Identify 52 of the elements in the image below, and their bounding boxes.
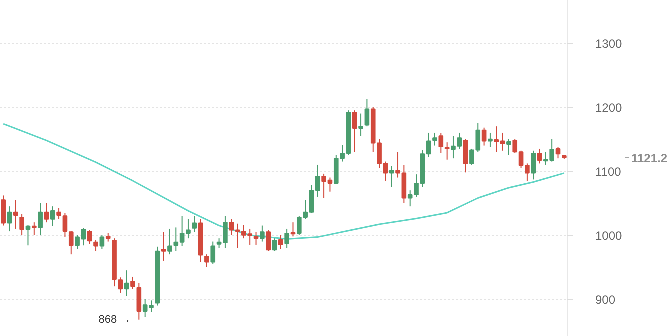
candlestick (7, 206, 12, 232)
candlestick (124, 270, 130, 297)
candlestick (192, 216, 198, 233)
candlestick (482, 127, 487, 146)
candlestick (56, 208, 62, 220)
candlestick (44, 202, 50, 224)
candlestick (87, 230, 92, 245)
candlestick (266, 230, 272, 252)
candlestick (26, 224, 31, 246)
candlestick (13, 200, 18, 230)
candlestick (389, 166, 394, 188)
candlestick (531, 150, 536, 180)
candlestick (1, 195, 6, 226)
candlestick (118, 277, 124, 294)
candlestick (463, 138, 468, 174)
candlestick (38, 202, 43, 236)
candlestick (537, 148, 542, 164)
candlestick (432, 132, 438, 146)
candlestick (364, 98, 370, 128)
candlestick (278, 234, 284, 250)
y-tick-label: 900 (596, 292, 616, 307)
candlestick (204, 254, 210, 268)
candlestick (50, 206, 56, 227)
candlestick (161, 232, 166, 262)
candlestick (32, 222, 37, 236)
candlestick (438, 132, 444, 154)
candlestick (210, 241, 216, 265)
y-tick-label: 1000 (596, 228, 623, 243)
candlestick (62, 212, 68, 238)
candlestick (272, 238, 278, 252)
candlestick (168, 228, 172, 256)
candlestick (136, 282, 142, 320)
candlestick (358, 113, 364, 137)
annotation: 868 → (98, 314, 132, 326)
y-tick-label: 1100 (596, 164, 622, 179)
candlestick (506, 138, 512, 156)
candlestick (556, 146, 561, 160)
candlestick (68, 231, 74, 256)
text: 1121.2 (632, 151, 668, 166)
y-tick-label: 1300 (596, 36, 623, 51)
candlestick (94, 240, 98, 252)
candlestick (352, 110, 358, 153)
candlestick (488, 132, 493, 148)
candlestick (100, 234, 105, 250)
y-tick-label: 1200 (596, 100, 623, 115)
candlestick (444, 142, 450, 160)
candlestick (284, 228, 290, 249)
candlestick (130, 276, 136, 290)
candlestick (260, 225, 265, 242)
candlestick (290, 222, 296, 238)
candlestick (254, 232, 259, 246)
candlestick (20, 214, 24, 236)
